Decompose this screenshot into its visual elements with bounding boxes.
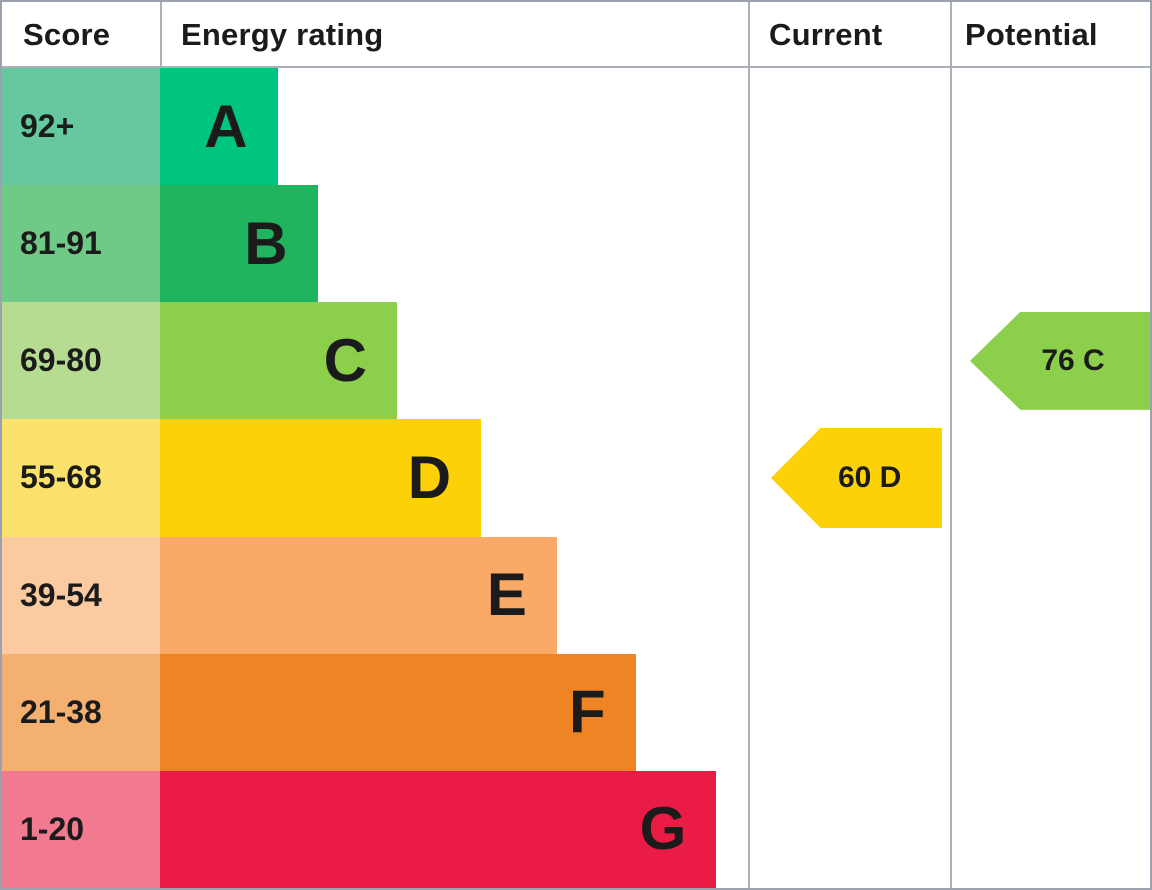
epc-header-row: Score Energy rating Current Potential [2, 2, 1150, 68]
rating-letter: D [407, 443, 452, 511]
energy-rating-cell: A [160, 68, 748, 186]
energy-rating-cell: B [160, 185, 748, 303]
score-range-label: 21-38 [20, 693, 102, 730]
score-cell: 21-38 [2, 653, 160, 771]
current-cell [748, 537, 950, 654]
score-column-header: Score [23, 17, 111, 52]
potential-rating-label: 76 C [1041, 343, 1105, 377]
energy-rating-cell: D [160, 419, 748, 537]
rating-bar-f: F [160, 653, 636, 771]
current-column-header: Current [769, 17, 883, 52]
band-row-a: 92+ A [2, 68, 1150, 186]
potential-cell: 76 C [950, 302, 1150, 419]
score-range-label: 1-20 [20, 810, 85, 847]
epc-bands: 92+ A 81-91 B 69-80 [2, 68, 1150, 888]
header-divider-line [2, 66, 1150, 68]
band-row-f: 21-38 F [2, 653, 1150, 771]
band-row-d: 55-68 D 60 D [2, 419, 1150, 537]
energy-rating-cell: C [160, 302, 748, 420]
rating-letter: A [204, 92, 248, 160]
score-cell: 81-91 [2, 185, 160, 303]
rating-letter: E [486, 561, 527, 629]
potential-cell [950, 537, 1150, 654]
band-row-g: 1-20 G [2, 770, 1150, 888]
rating-bar-a: A [160, 68, 278, 186]
rating-letter: B [244, 209, 288, 277]
rating-letter: G [639, 795, 687, 863]
score-cell: 92+ [2, 68, 160, 186]
rating-bar-g: G [160, 770, 717, 888]
score-range-label: 55-68 [20, 459, 102, 496]
score-range-label: 92+ [20, 108, 75, 145]
current-cell [748, 654, 950, 771]
current-cell: 60 D [748, 419, 950, 536]
score-cell: 1-20 [2, 770, 160, 888]
band-row-e: 39-54 E [2, 536, 1150, 654]
rating-letter: F [569, 678, 606, 746]
grid-line-potential-divider [950, 2, 952, 888]
score-range-label: 81-91 [20, 225, 102, 262]
band-row-c: 69-80 C 76 C [2, 302, 1150, 420]
grid-line-score-divider [160, 2, 162, 66]
rating-bar-b: B [160, 185, 318, 303]
rating-bar-c: C [160, 302, 397, 420]
energy-rating-column-header: Energy rating [181, 17, 384, 52]
rating-letter: C [323, 326, 367, 394]
current-rating-label: 60 D [837, 460, 902, 494]
score-range-label: 39-54 [20, 576, 102, 613]
score-cell: 39-54 [2, 536, 160, 654]
current-cell [748, 185, 950, 302]
current-cell [748, 302, 950, 419]
band-row-b: 81-91 B [2, 185, 1150, 303]
score-cell: 55-68 [2, 419, 160, 537]
potential-cell [950, 654, 1150, 771]
potential-cell [950, 68, 1150, 185]
grid-line-current-divider [748, 2, 750, 888]
current-cell [748, 771, 950, 888]
potential-column-header: Potential [965, 17, 1098, 52]
potential-cell [950, 419, 1150, 536]
energy-rating-cell: E [160, 536, 748, 654]
potential-cell [950, 771, 1150, 888]
current-cell [748, 68, 950, 185]
current-rating-arrow: 60 D [771, 427, 942, 528]
score-range-label: 69-80 [20, 342, 102, 379]
energy-rating-cell: F [160, 653, 748, 771]
energy-rating-cell: G [160, 770, 748, 888]
rating-bar-d: D [160, 419, 482, 537]
potential-cell [950, 185, 1150, 302]
score-cell: 69-80 [2, 302, 160, 420]
potential-rating-arrow: 76 C [970, 311, 1150, 410]
rating-bar-e: E [160, 536, 557, 654]
